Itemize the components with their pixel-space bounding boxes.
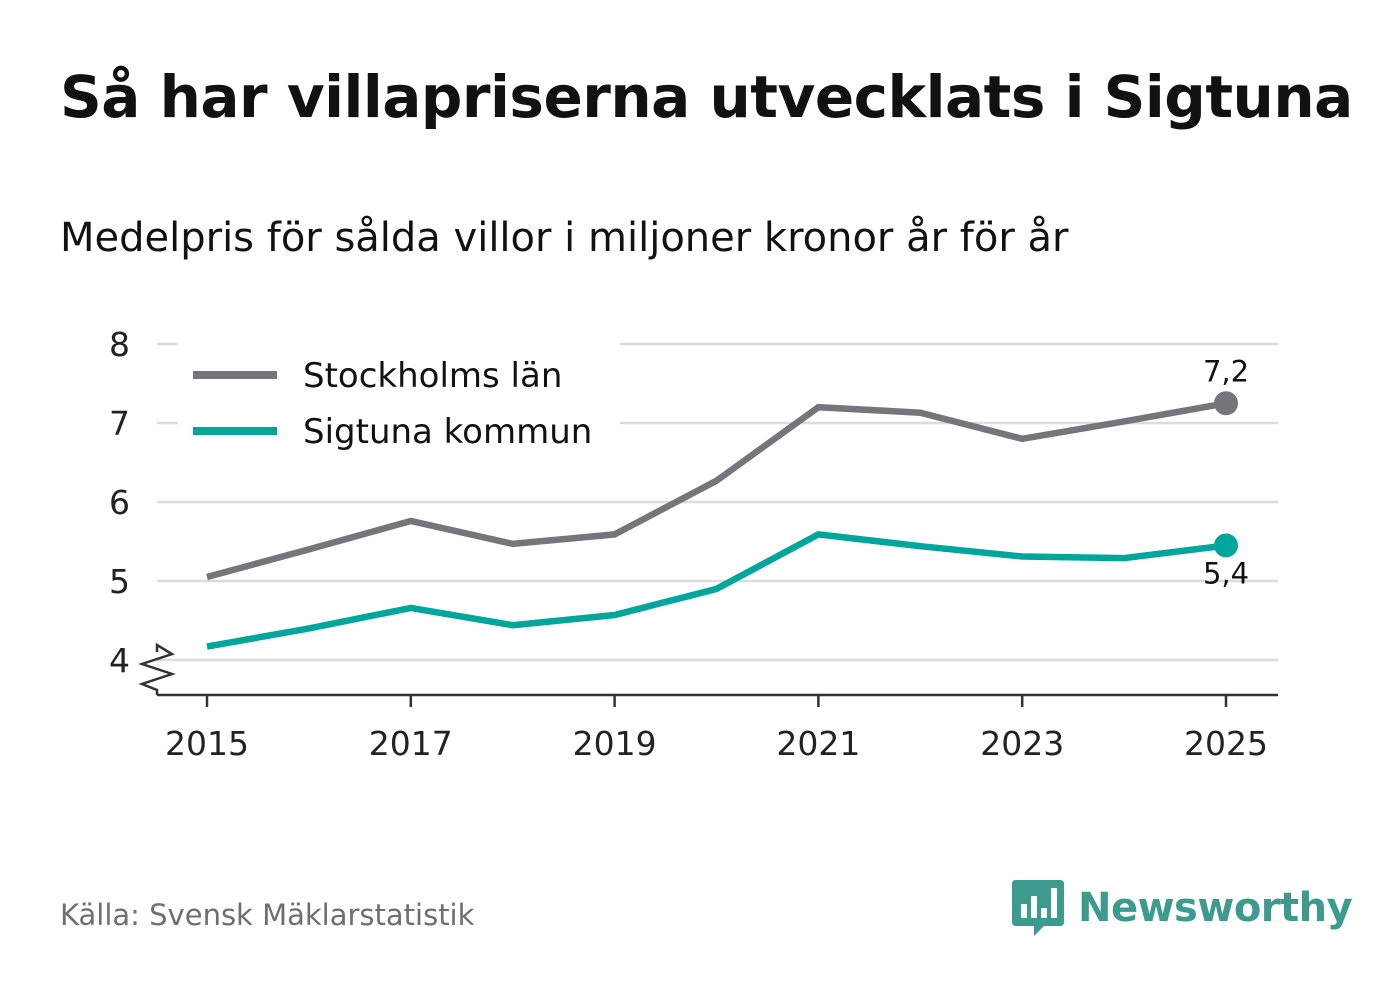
x-tick-label: 2017 bbox=[369, 724, 453, 763]
legend-label: Sigtuna kommun bbox=[303, 412, 592, 452]
legend-background bbox=[178, 340, 620, 460]
x-tick-label: 2019 bbox=[573, 724, 657, 763]
x-tick-label: 2025 bbox=[1184, 724, 1268, 763]
brand-logo: Newsworthy bbox=[1010, 878, 1353, 938]
y-axis-break bbox=[138, 642, 176, 695]
series-line-stockholms-lan bbox=[206, 400, 1227, 581]
source-note: Källa: Svensk Mäklarstatistik bbox=[60, 898, 475, 932]
y-tick-label: 7 bbox=[109, 404, 130, 443]
end-point-marker bbox=[1214, 391, 1238, 416]
brand-name: Newsworthy bbox=[1078, 885, 1353, 931]
y-tick-label: 8 bbox=[109, 325, 130, 364]
end-point-marker bbox=[1214, 533, 1238, 558]
chart-title: Så har villapriserna utvecklats i Sigtun… bbox=[60, 63, 1353, 131]
end-value-label: 5,4 bbox=[1203, 556, 1249, 590]
bar-chart-speech-bubble-icon bbox=[1012, 880, 1064, 936]
y-tick-label: 5 bbox=[109, 562, 130, 601]
x-tick-label: 2023 bbox=[980, 724, 1064, 763]
y-tick-label: 6 bbox=[109, 483, 130, 522]
x-tick-label: 2015 bbox=[165, 724, 249, 763]
series-lines bbox=[206, 391, 1238, 650]
legend-label: Stockholms län bbox=[303, 356, 562, 396]
series-line-sigtuna-kommun bbox=[206, 531, 1227, 650]
legend: Stockholms län Sigtuna kommun bbox=[178, 340, 620, 460]
y-tick-label: 4 bbox=[109, 641, 130, 680]
axes: 4 5 6 7 8 2015 2017 2019 2021 2023 2025 bbox=[109, 325, 1278, 763]
chart-subtitle: Medelpris för sålda villor i miljoner kr… bbox=[60, 215, 1069, 261]
data-labels: 7,2 5,4 bbox=[1203, 354, 1249, 590]
end-value-label: 7,2 bbox=[1203, 354, 1249, 388]
x-tick-label: 2021 bbox=[776, 724, 860, 763]
